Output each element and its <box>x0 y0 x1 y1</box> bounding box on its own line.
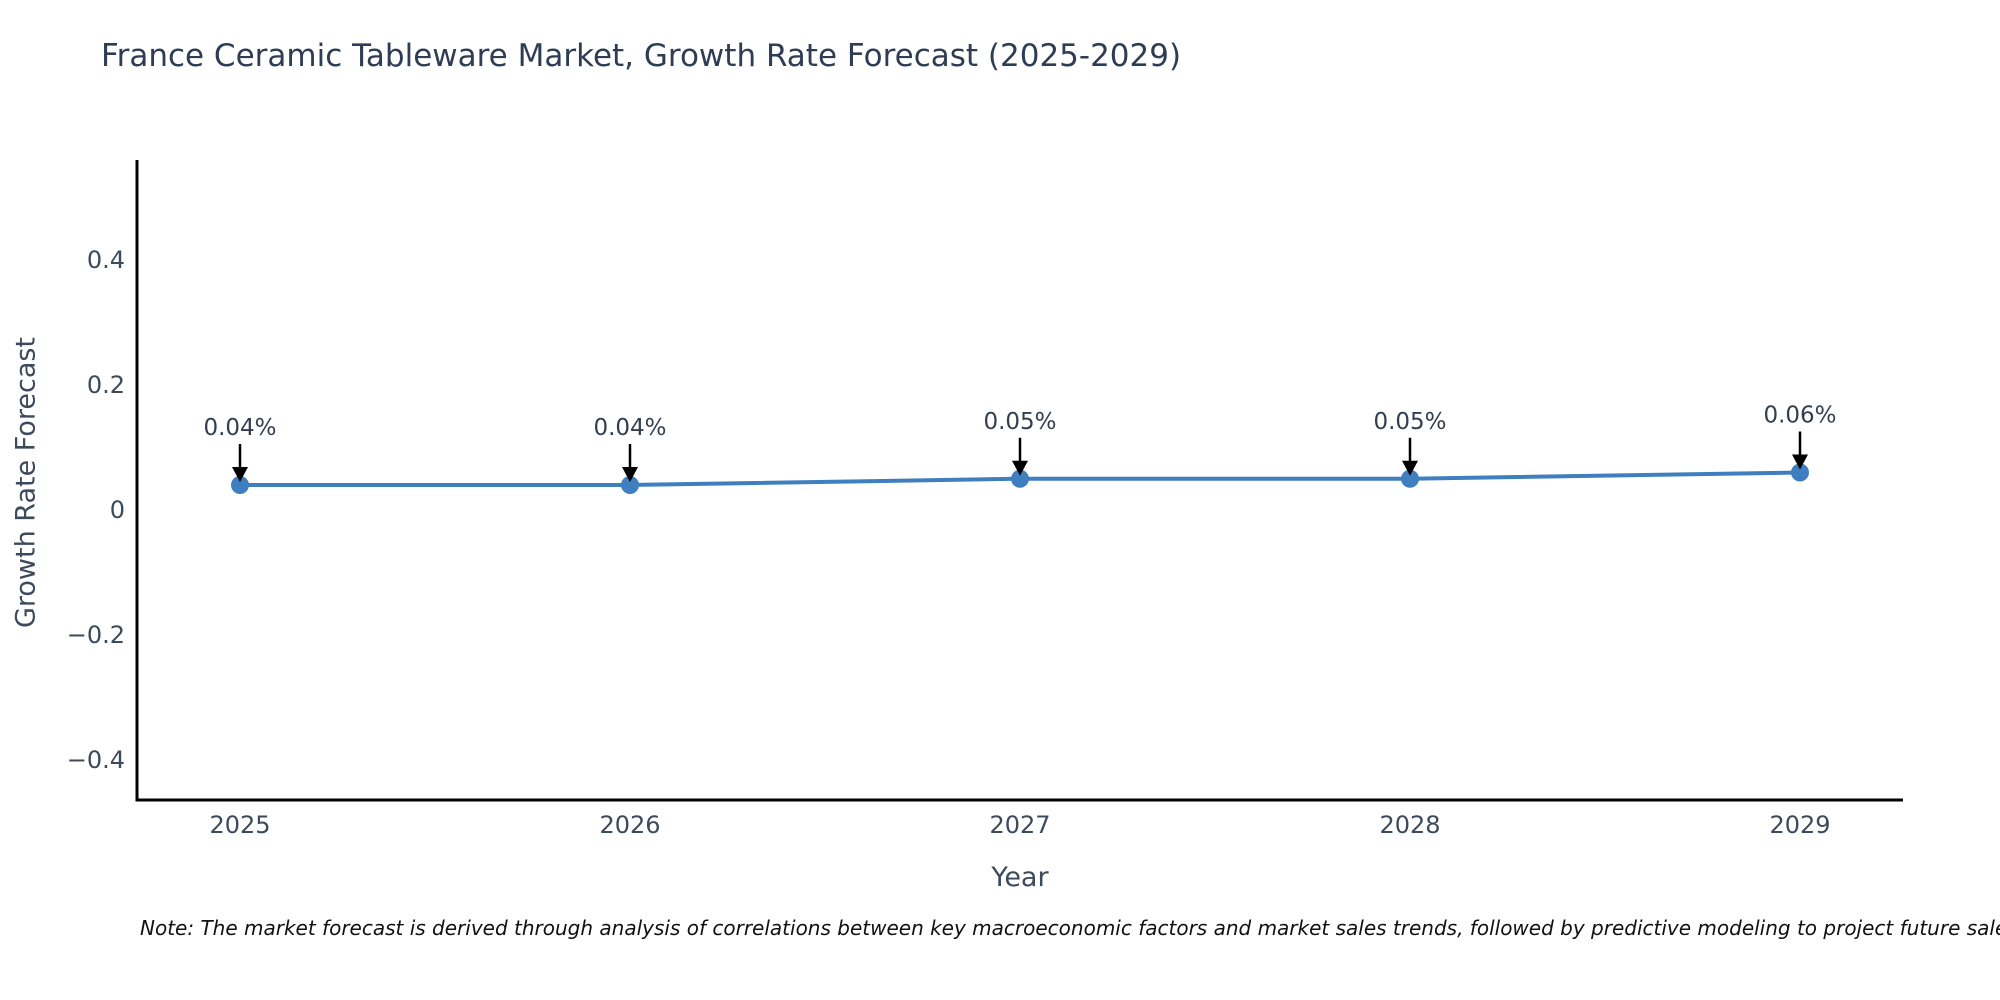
y-tick-label: 0 <box>110 496 125 524</box>
annotation-arrow-head <box>1402 460 1418 476</box>
annotation-arrow-head <box>1012 460 1028 476</box>
annotation-label: 0.04% <box>203 415 276 441</box>
annotation-arrow-head <box>1792 454 1808 470</box>
y-tick-label: 0.2 <box>87 371 125 399</box>
y-tick-label: −0.2 <box>67 621 125 649</box>
annotation-label: 0.04% <box>593 415 666 441</box>
x-axis-title: Year <box>991 862 1049 893</box>
data-point <box>1791 463 1809 482</box>
footnote: Note: The market forecast is derived thr… <box>140 916 2000 940</box>
annotation-label: 0.06% <box>1763 403 1836 429</box>
x-tick-label: 2028 <box>1379 811 1440 839</box>
data-point <box>621 476 639 494</box>
annotation-arrow-head <box>622 467 638 482</box>
x-tick-label: 2029 <box>1769 811 1830 839</box>
x-tick-label: 2027 <box>989 811 1050 839</box>
annotation-arrow-head <box>232 467 248 482</box>
y-axis-title: Growth Rate Forecast <box>10 336 42 629</box>
x-tick-label: 2025 <box>209 811 270 839</box>
y-tick-label: 0.4 <box>87 246 125 274</box>
y-tick-label: −0.4 <box>67 746 125 774</box>
data-point <box>1401 469 1419 488</box>
annotation-label: 0.05% <box>1373 409 1446 435</box>
data-point <box>231 476 249 494</box>
x-tick-label: 2026 <box>599 811 660 839</box>
annotation-label: 0.05% <box>983 409 1056 435</box>
chart-title: France Ceramic Tableware Market, Growth … <box>101 38 1182 74</box>
data-point <box>1011 469 1029 488</box>
